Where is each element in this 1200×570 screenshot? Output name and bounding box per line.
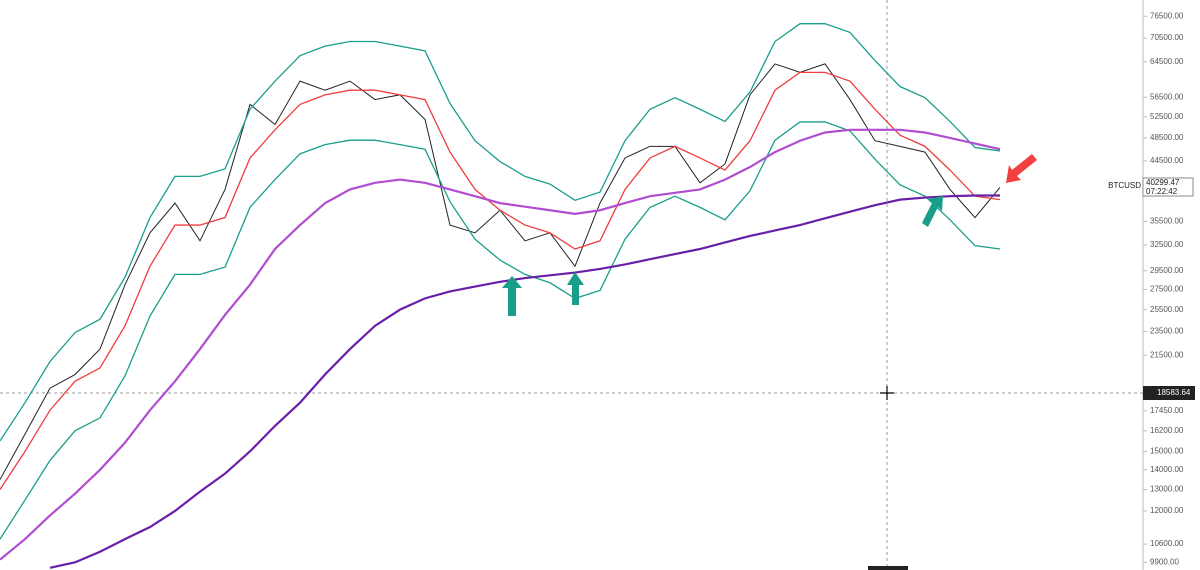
y-tick-label: 15000.00: [1150, 446, 1184, 455]
series-line: [0, 23, 1001, 442]
arrow: [1006, 154, 1037, 183]
y-tick-label: 23500.00: [1150, 327, 1184, 336]
y-tick-label: 27500.00: [1150, 285, 1184, 294]
y-tick-label: 16200.00: [1150, 426, 1184, 435]
y-tick-label: 35500.00: [1150, 216, 1184, 225]
series-line: [0, 121, 1001, 540]
arrows: [502, 196, 943, 316]
y-tick-label: 52500.00: [1150, 112, 1184, 121]
symbol-label: BTCUSD: [1108, 181, 1141, 190]
crosshair-cursor: [880, 386, 894, 400]
y-tick-label: 44500.00: [1150, 156, 1184, 165]
y-tick-label: 25500.00: [1150, 305, 1184, 314]
crosshair-box: [1143, 386, 1195, 400]
price-box: [1142, 177, 1194, 197]
y-tick-label: 13000.00: [1150, 485, 1184, 494]
y-tick-label: 32500.00: [1150, 240, 1184, 249]
y-tick-label: 17450.00: [1150, 406, 1184, 415]
y-tick-label: 70500.00: [1150, 33, 1184, 42]
countdown: 07:22:42: [1146, 187, 1178, 196]
y-tick-label: 9900.00: [1150, 557, 1179, 566]
y-tick-label: 14000.00: [1150, 465, 1184, 474]
y-tick-label: 29500.00: [1150, 266, 1184, 275]
y-tick-label: 64500.00: [1150, 57, 1184, 66]
crosshair-price: 18583.64: [1157, 388, 1191, 397]
time-marker: [868, 566, 908, 570]
y-tick-label: 12000.00: [1150, 506, 1184, 515]
last-price: 40299.47: [1146, 178, 1180, 187]
y-tick-label: 48500.00: [1150, 133, 1184, 142]
arrow: [567, 272, 584, 305]
series-line: [0, 128, 1001, 561]
series-line: [49, 194, 1000, 569]
y-tick-label: 76500.00: [1150, 11, 1184, 20]
y-tick-label: 56500.00: [1150, 92, 1184, 101]
y-tick-label: 10600.00: [1150, 539, 1184, 548]
y-tick-label: 21500.00: [1150, 350, 1184, 359]
series-line: [0, 71, 1001, 490]
arrow: [922, 196, 943, 227]
arrow: [502, 276, 522, 316]
plot: [0, 23, 1001, 569]
